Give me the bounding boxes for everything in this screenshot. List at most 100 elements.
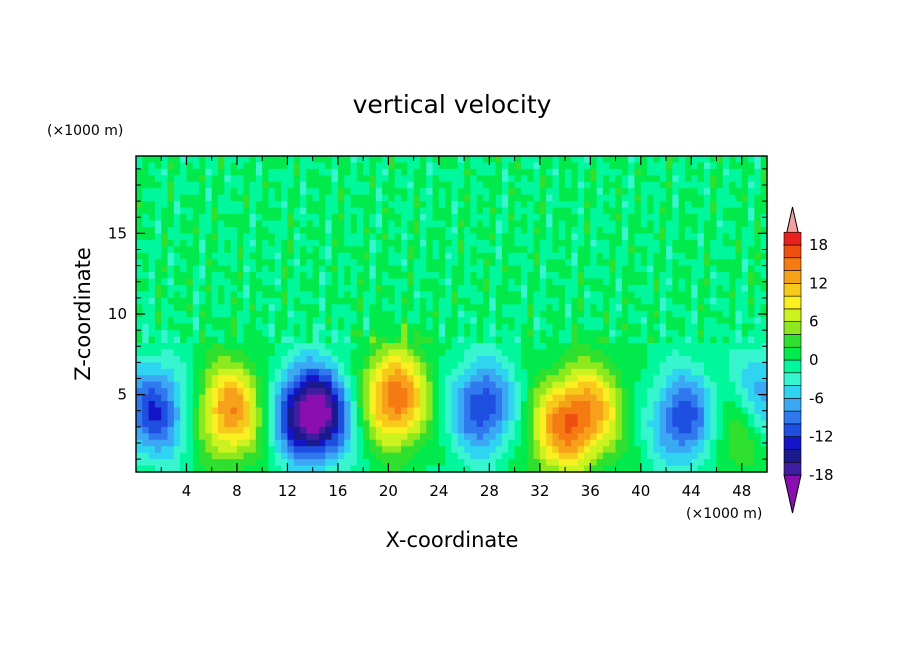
field-cell — [255, 439, 263, 447]
field-cell — [300, 304, 307, 312]
field-cell — [199, 291, 207, 299]
field-cell — [741, 439, 749, 447]
field-cell — [489, 297, 497, 305]
field-cell — [489, 323, 497, 331]
field-cell — [218, 265, 225, 273]
field-cell — [590, 265, 598, 273]
field-cell — [344, 433, 352, 441]
field-cell — [312, 233, 320, 241]
field-cell — [666, 446, 673, 454]
field-cell — [154, 401, 162, 409]
field-cell — [394, 401, 402, 409]
field-cell — [489, 194, 497, 202]
field-cell — [520, 310, 528, 318]
field-cell — [306, 175, 314, 183]
field-cell — [558, 426, 566, 434]
field-cell — [678, 317, 686, 325]
field-cell — [539, 162, 547, 170]
field-cell — [602, 349, 610, 357]
field-cell — [255, 317, 263, 325]
field-cell — [375, 420, 383, 428]
field-cell — [678, 226, 686, 234]
field-cell — [262, 452, 270, 460]
field-cell — [249, 446, 257, 454]
field-cell — [445, 459, 453, 467]
field-cell — [419, 381, 427, 389]
field-cell — [318, 375, 326, 383]
field-cell — [596, 278, 604, 286]
field-cell — [691, 362, 699, 370]
field-cell — [539, 336, 547, 344]
field-cell — [501, 388, 509, 396]
field-cell — [596, 439, 604, 447]
field-cell — [577, 323, 585, 331]
field-cell — [653, 233, 661, 241]
field-cell — [293, 401, 301, 409]
field-cell — [312, 375, 320, 383]
field-cell — [337, 394, 345, 402]
field-cell — [375, 168, 383, 176]
field-cell — [457, 181, 465, 189]
field-cell — [445, 220, 453, 228]
field-cell — [331, 317, 339, 325]
field-cell — [192, 220, 200, 228]
field-cell — [741, 433, 749, 441]
field-cell — [363, 188, 371, 196]
field-cell — [426, 226, 434, 234]
field-cell — [142, 194, 150, 202]
field-cell — [659, 194, 667, 202]
field-cell — [375, 355, 383, 363]
field-cell — [735, 394, 743, 402]
field-cell — [369, 349, 377, 357]
field-cell — [495, 201, 503, 209]
field-cell — [495, 362, 503, 370]
field-cell — [180, 446, 188, 454]
field-cell — [464, 162, 472, 170]
field-cell — [382, 246, 389, 254]
field-cell — [571, 375, 579, 383]
field-cell — [136, 330, 143, 338]
field-cell — [142, 343, 150, 351]
field-cell — [211, 375, 219, 383]
field-cell — [571, 304, 579, 312]
field-cell — [419, 278, 427, 286]
field-cell — [218, 194, 225, 202]
field-cell — [748, 375, 755, 383]
field-cell — [287, 156, 295, 164]
field-cell — [350, 233, 358, 241]
field-cell — [211, 252, 219, 260]
field-cell — [432, 226, 440, 234]
field-cell — [218, 465, 225, 473]
field-cell — [678, 175, 686, 183]
field-cell — [438, 175, 446, 183]
field-cell — [274, 336, 282, 344]
field-cell — [312, 214, 320, 222]
field-cell — [375, 181, 383, 189]
field-cell — [684, 181, 692, 189]
field-cell — [634, 343, 642, 351]
field-cell — [192, 181, 200, 189]
field-cell — [602, 207, 610, 215]
field-cell — [230, 465, 238, 473]
field-cell — [470, 168, 478, 176]
field-cell — [432, 175, 440, 183]
field-cell — [552, 246, 560, 254]
field-cell — [249, 310, 257, 318]
field-cell — [697, 330, 705, 338]
field-cell — [369, 220, 377, 228]
field-cell — [483, 246, 490, 254]
field-cell — [369, 394, 377, 402]
field-cell — [419, 304, 427, 312]
field-cell — [325, 407, 333, 415]
field-cell — [546, 388, 554, 396]
field-cell — [748, 330, 755, 338]
field-cell — [318, 188, 326, 196]
field-cell — [457, 304, 465, 312]
field-cell — [672, 259, 680, 267]
field-cell — [451, 265, 459, 273]
field-cell — [476, 278, 484, 286]
field-cell — [527, 375, 535, 383]
field-cell — [154, 388, 162, 396]
field-cell — [647, 420, 655, 428]
field-cell — [722, 459, 730, 467]
